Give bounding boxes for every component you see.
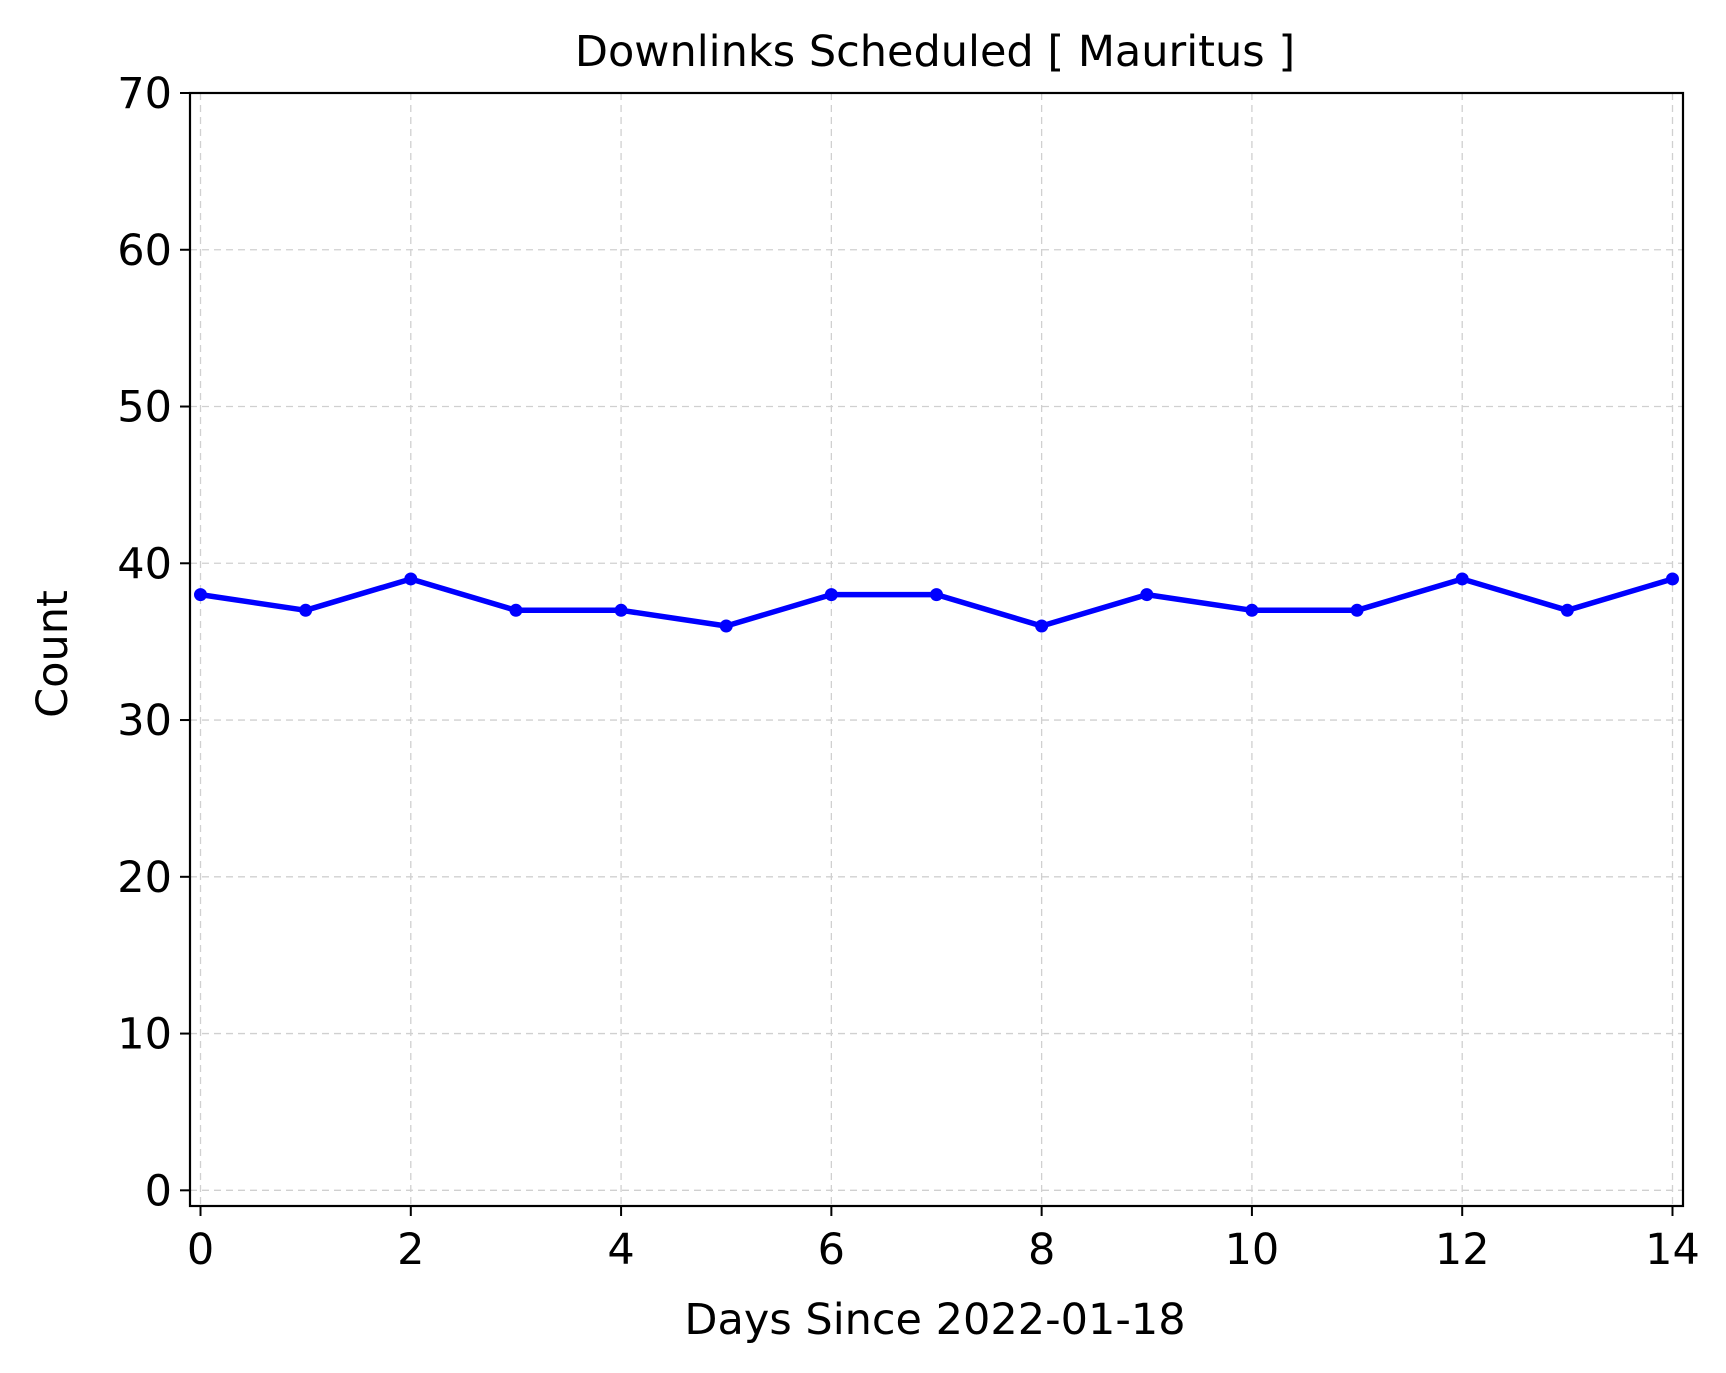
y-tick-label: 70 <box>117 69 172 119</box>
series-line <box>200 576 1674 629</box>
data-point <box>1350 603 1364 617</box>
data-point <box>719 619 733 633</box>
y-tick-label: 10 <box>117 1010 172 1060</box>
data-point <box>509 603 523 617</box>
x-axis-label: Days Since 2022-01-18 <box>684 1295 1185 1345</box>
data-point <box>299 603 313 617</box>
y-tick-label: 20 <box>117 853 172 903</box>
series-layer <box>194 572 1679 633</box>
data-point <box>1455 572 1469 586</box>
x-tick-label: 6 <box>818 1225 845 1275</box>
x-tick-label: 4 <box>607 1225 634 1275</box>
x-tick-label: 2 <box>397 1225 424 1275</box>
data-point <box>824 588 838 602</box>
x-tick-label: 14 <box>1645 1225 1700 1275</box>
x-tick-label: 12 <box>1435 1225 1490 1275</box>
data-point <box>1035 619 1049 633</box>
plot-frame <box>188 91 1685 1208</box>
data-point <box>404 572 418 586</box>
data-point <box>1140 588 1154 602</box>
x-tick-label: 0 <box>187 1225 214 1275</box>
x-tick-label: 10 <box>1225 1225 1280 1275</box>
y-tick-label: 60 <box>117 226 172 276</box>
y-tick-label: 30 <box>117 696 172 746</box>
y-tick-label: 40 <box>117 539 172 589</box>
data-point <box>1560 603 1574 617</box>
y-tick-label: 0 <box>145 1166 172 1216</box>
data-point <box>930 588 943 602</box>
ticks: 0 2 4 6 8 10 12 14 0 10 20 30 40 50 60 70 <box>117 69 1700 1275</box>
y-axis-label: Count <box>28 590 78 718</box>
data-point <box>1665 572 1679 586</box>
x-tick-label: 8 <box>1028 1225 1055 1275</box>
data-point <box>194 588 208 602</box>
chart-title: Downlinks Scheduled [ Mauritus ] <box>575 27 1295 77</box>
grid <box>190 92 1683 1206</box>
data-point <box>614 603 628 617</box>
y-tick-label: 50 <box>117 383 172 433</box>
data-point <box>1245 603 1259 617</box>
